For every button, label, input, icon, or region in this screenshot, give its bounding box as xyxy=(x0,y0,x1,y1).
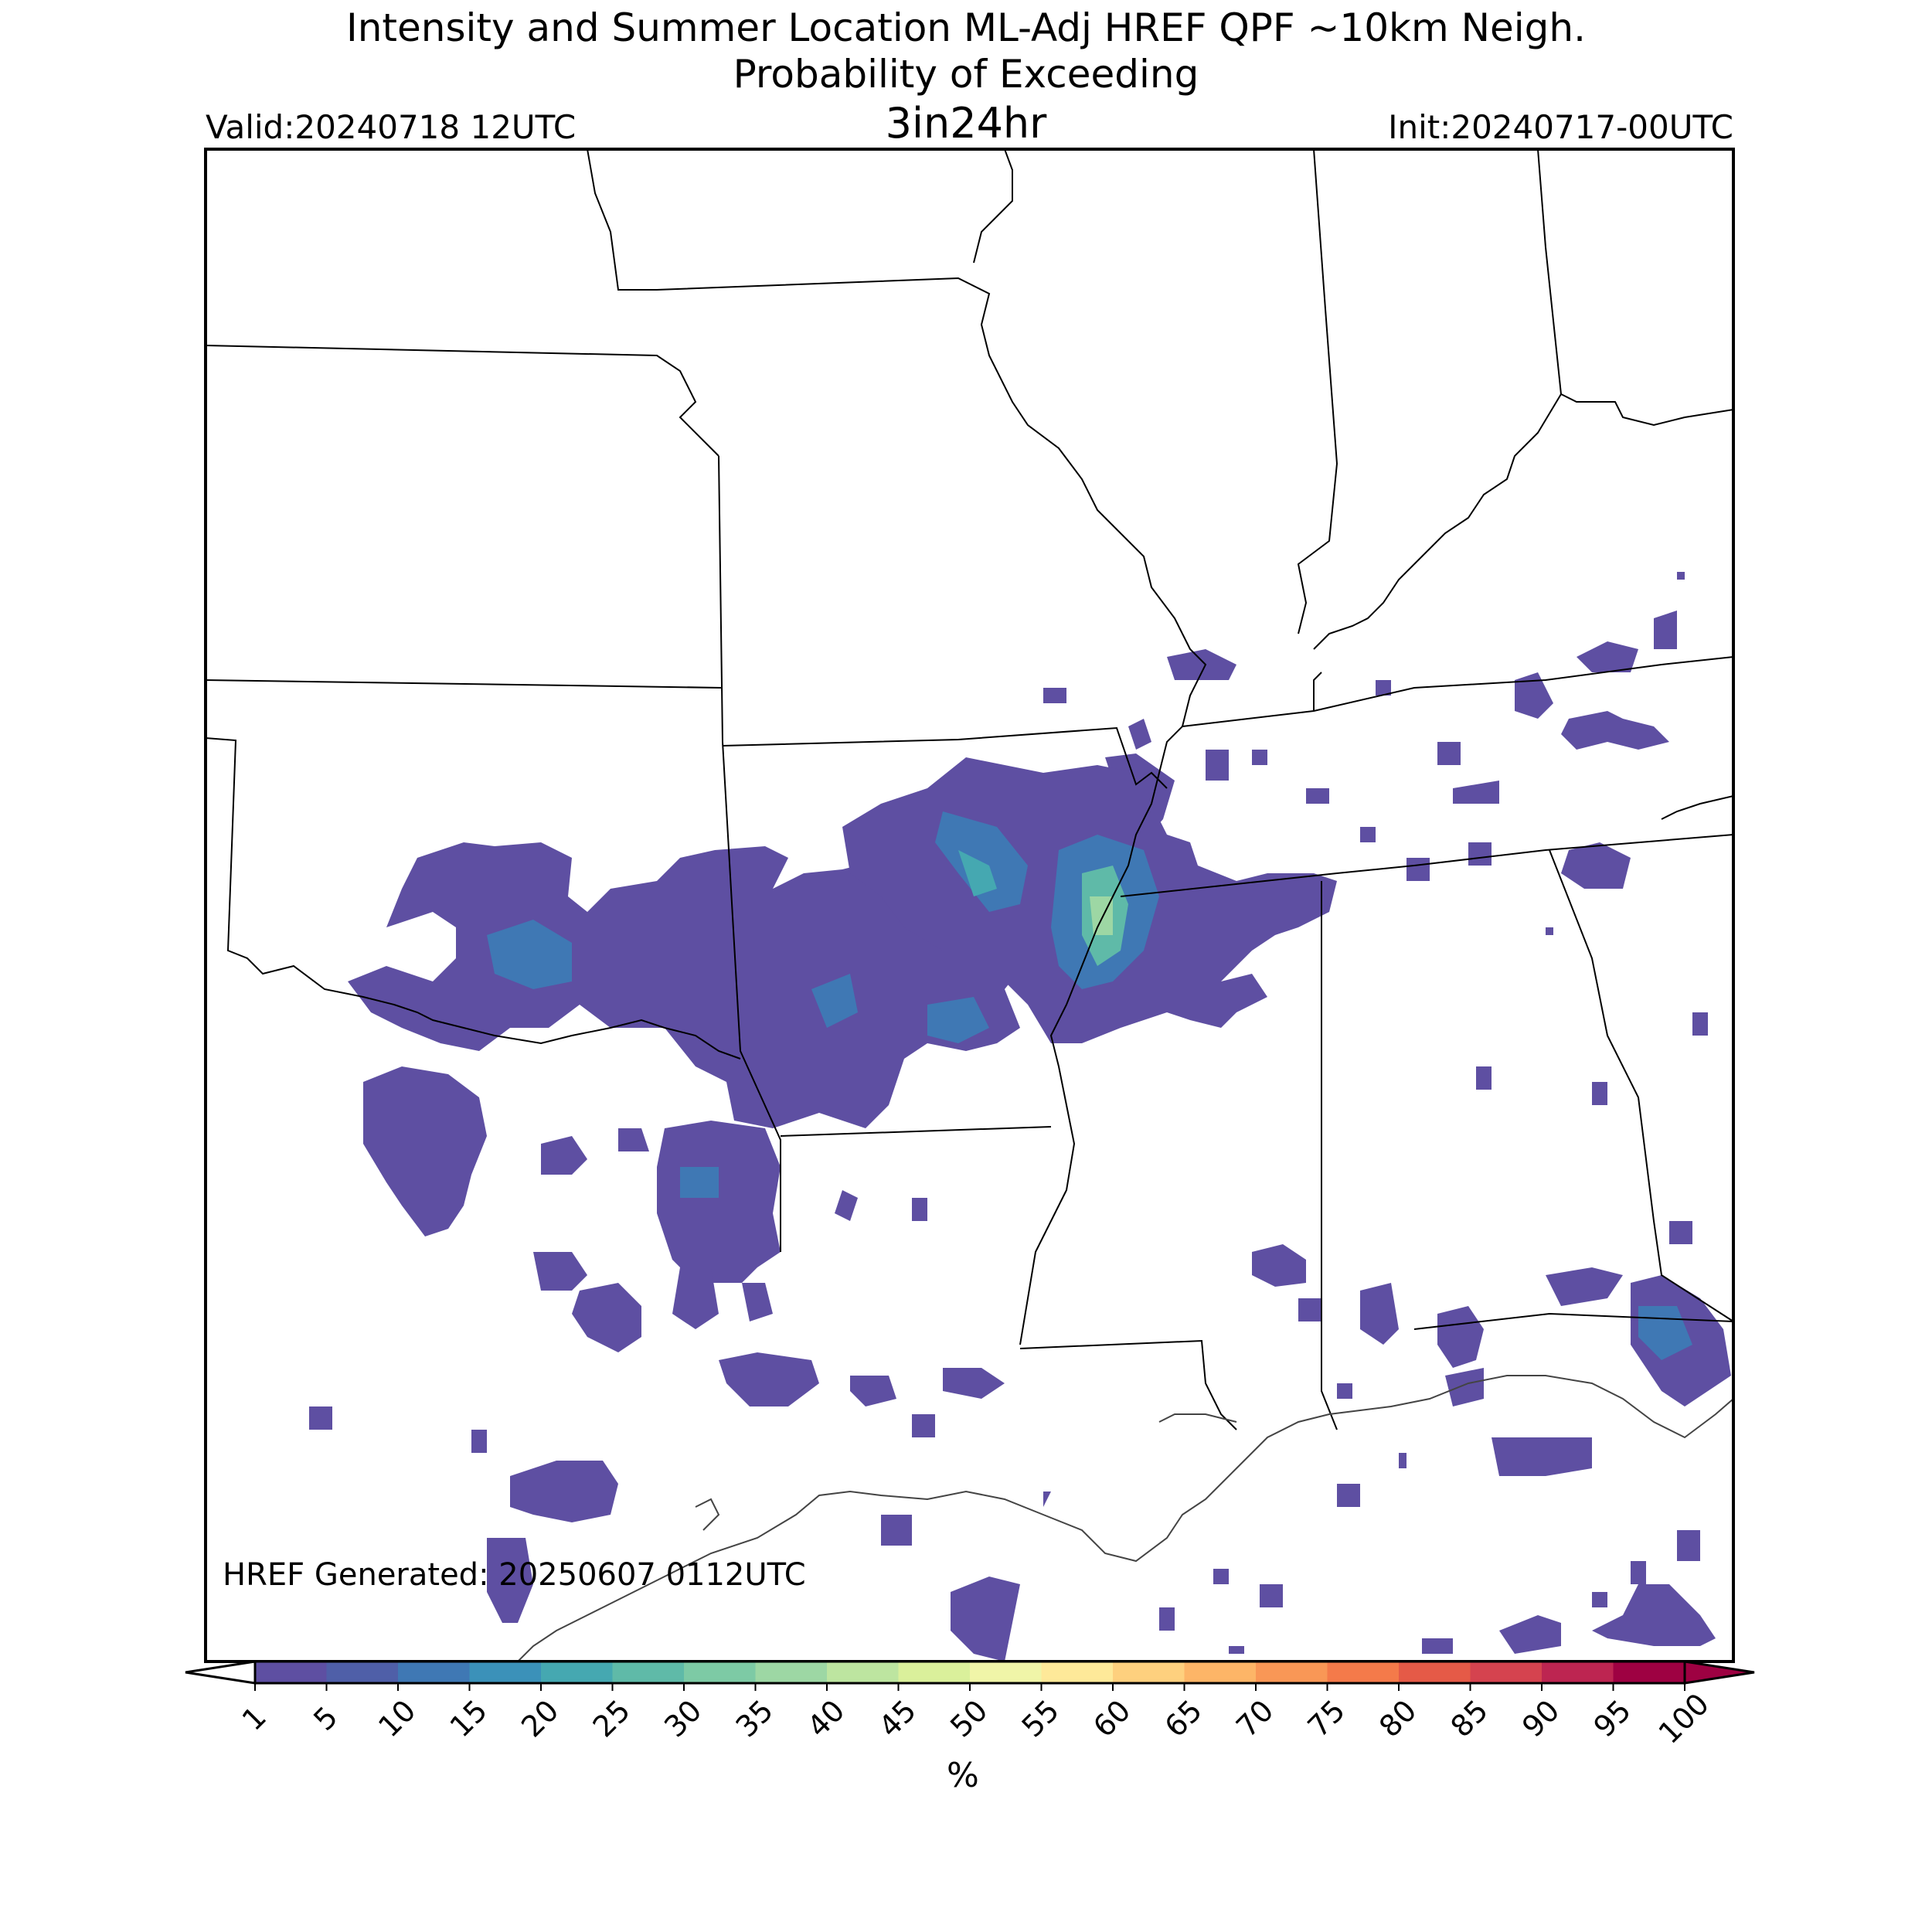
valid-time-label: Valid:20240718 12UTC xyxy=(206,108,577,146)
title-line-2: Probability of Exceeding xyxy=(733,52,1199,97)
probability-cores xyxy=(487,811,1692,1360)
colorbar-unit-label: % xyxy=(947,1756,979,1795)
probability-peak xyxy=(958,850,1128,966)
coastline xyxy=(517,1375,1733,1662)
title-threshold: 3in24hr xyxy=(885,99,1047,148)
title-line-1: Intensity and Summer Location ML-Adj HRE… xyxy=(345,5,1586,50)
state-boundaries xyxy=(206,149,1733,1430)
init-time-label: Init:20240717-00UTC xyxy=(1388,108,1733,146)
generated-timestamp: HREF Generated: 20250607 0112UTC xyxy=(223,1557,806,1593)
